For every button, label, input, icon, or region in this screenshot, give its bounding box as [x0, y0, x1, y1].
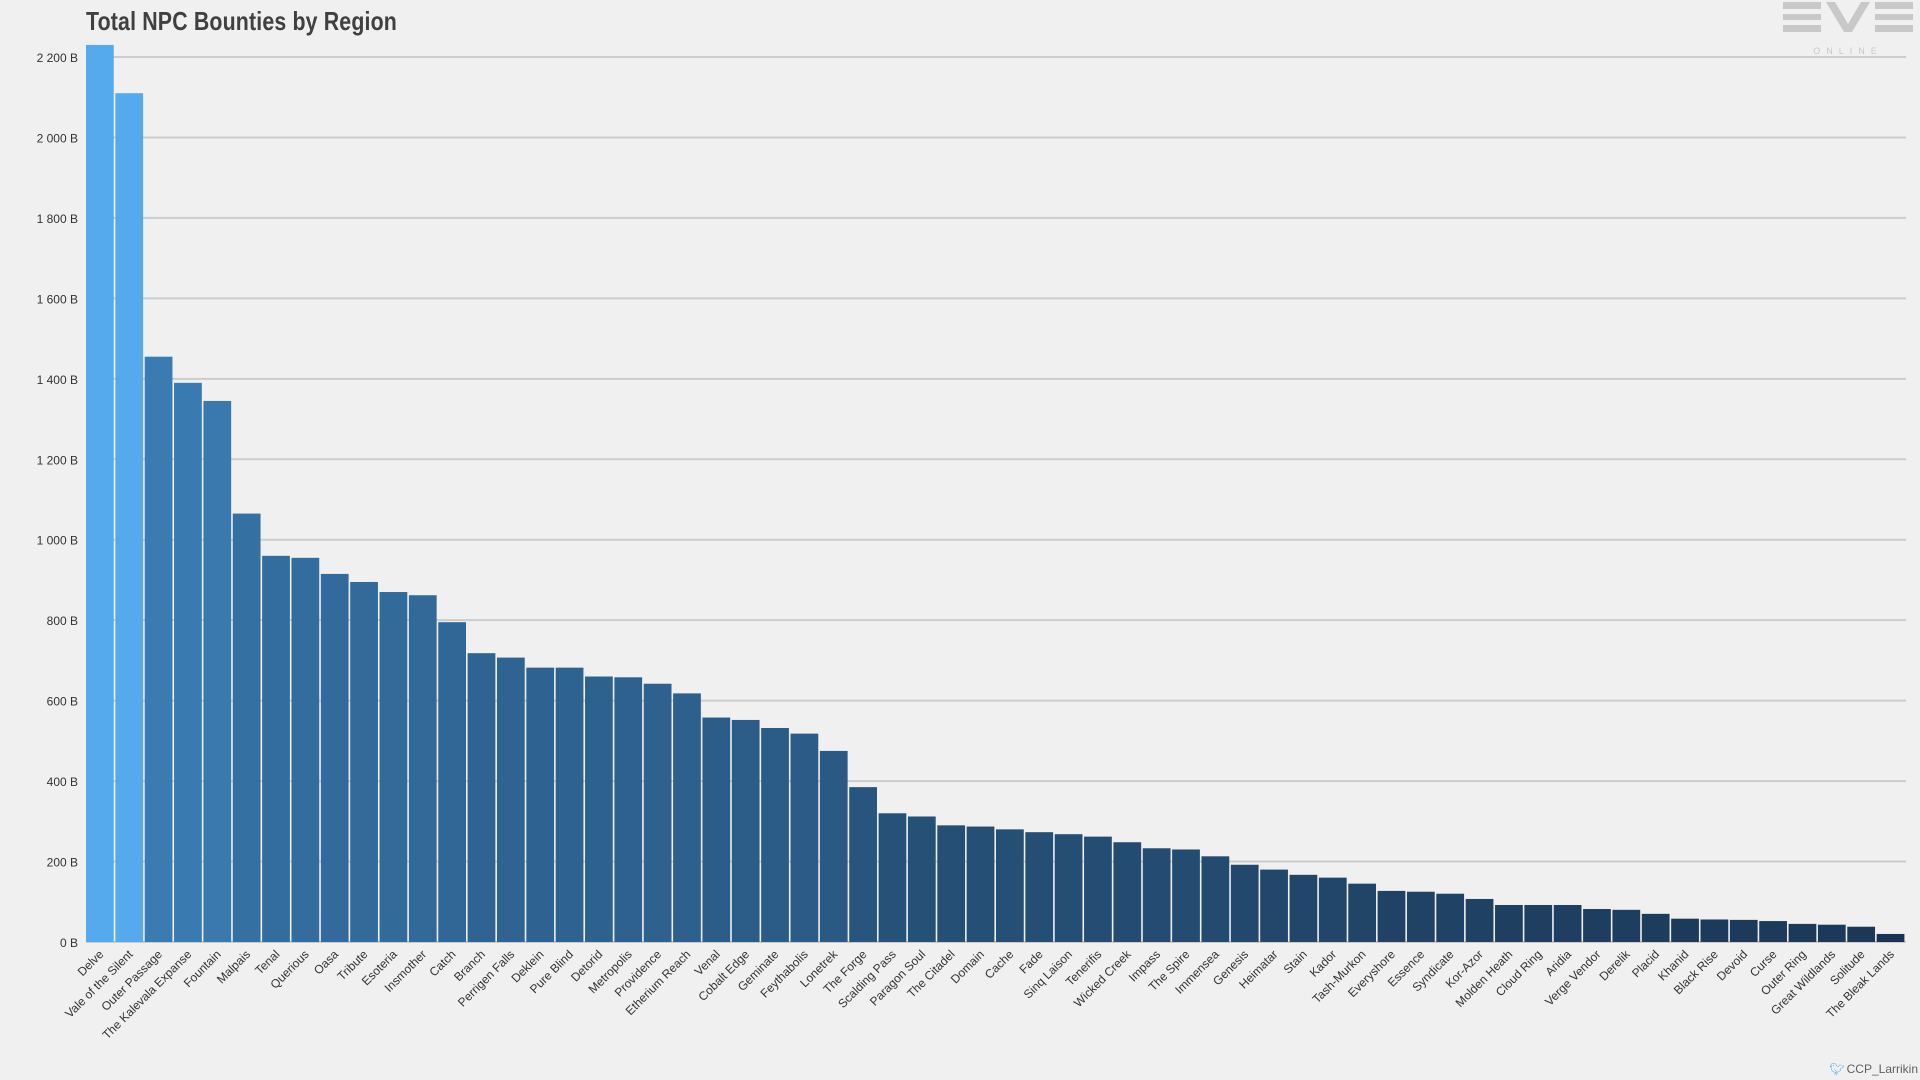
bar-geminate — [761, 727, 789, 942]
bar-verge-vendor — [1583, 909, 1611, 942]
bar-everyshore — [1377, 890, 1406, 942]
x-tick-label: Malpais — [214, 947, 253, 986]
x-tick-label: Stain — [1281, 947, 1310, 976]
bar-impass — [1142, 848, 1171, 942]
x-tick-label: Devoid — [1714, 947, 1750, 983]
bar-essence — [1406, 891, 1435, 942]
bar-fountain — [203, 400, 232, 942]
x-tick-label: Cache — [982, 947, 1017, 982]
bar-vale-of-the-silent — [115, 93, 144, 943]
logo-subtext: ONLINE — [1813, 46, 1883, 56]
y-tick-label: 1 200 B — [37, 453, 78, 467]
bar-syndicate — [1436, 893, 1465, 942]
bar-detorid — [585, 676, 613, 942]
y-tick-label: 400 B — [47, 775, 78, 789]
bar-solitude — [1847, 926, 1876, 942]
bar-esoteria — [379, 592, 408, 942]
bar-oasa — [320, 573, 349, 942]
bar-perrigen-falls — [496, 657, 525, 942]
y-tick-label: 1 800 B — [37, 212, 78, 226]
bar-the-kalevala-expanse — [174, 382, 202, 942]
twitter-bird-icon: 🐦︎ — [1829, 1062, 1845, 1076]
bar-etherium-reach — [673, 693, 701, 942]
y-tick-label: 0 B — [60, 936, 78, 950]
y-tick-label: 1 400 B — [37, 373, 78, 387]
y-tick-label: 2 000 B — [37, 131, 78, 145]
bar-malpais — [232, 513, 261, 942]
bar-branch — [467, 653, 496, 942]
x-tick-label: Derelik — [1596, 947, 1633, 984]
bar-sinq-laison — [1054, 834, 1083, 942]
bar-kor-azor — [1465, 898, 1494, 942]
bar-tribute — [350, 581, 378, 942]
bar-the-spire — [1172, 849, 1200, 942]
bar-great-wildlands — [1817, 924, 1846, 942]
bars — [86, 44, 1905, 943]
bar-cache — [996, 829, 1024, 942]
y-tick-label: 800 B — [47, 614, 78, 628]
bar-fade — [1025, 832, 1054, 942]
bar-cloud-ring — [1524, 904, 1553, 942]
bar-the-bleak-lands — [1876, 933, 1905, 942]
bar-black-rise — [1700, 919, 1729, 942]
eve-online-logo: ONLINE — [1780, 0, 1920, 65]
bar-stain — [1289, 874, 1318, 942]
bar-scalding-pass — [878, 813, 907, 942]
bar-outer-ring — [1788, 923, 1817, 942]
y-tick-label: 1 000 B — [37, 534, 78, 548]
bar-tash-murkon — [1348, 883, 1377, 942]
chart-title: Total NPC Bounties by Region — [86, 6, 397, 36]
bar-deklein — [526, 667, 555, 942]
bar-providence — [643, 683, 672, 942]
bar-querious — [291, 557, 320, 942]
y-tick-label: 600 B — [47, 695, 78, 709]
bar-devoid — [1729, 919, 1758, 942]
bar-heimatar — [1260, 869, 1288, 942]
bar-the-citadel — [937, 825, 966, 942]
bar-outer-passage — [144, 356, 173, 942]
bar-the-forge — [849, 787, 877, 942]
bar-aridia — [1553, 904, 1582, 942]
bar-immensea — [1201, 856, 1230, 942]
bar-feythabolis — [790, 733, 819, 942]
bar-catch — [438, 622, 467, 942]
bar-derelik — [1612, 909, 1641, 942]
bar-khanid — [1671, 918, 1699, 942]
bar-metropolis — [614, 677, 643, 942]
y-tick-label: 200 B — [47, 856, 78, 870]
bar-kador — [1318, 877, 1347, 942]
bar-tenal — [262, 555, 290, 942]
bar-paragon-soul — [907, 816, 936, 942]
bar-molden-heath — [1495, 904, 1523, 942]
eve-logo-icon: ONLINE — [1783, 2, 1913, 56]
bar-lonetrek — [819, 750, 848, 942]
bar-tenerifis — [1084, 836, 1112, 942]
bar-curse — [1759, 921, 1787, 942]
x-tick-label: Domain — [948, 947, 987, 986]
bar-domain — [966, 826, 995, 942]
bar-venal — [702, 717, 731, 942]
credit: 🐦︎ CCP_Larrikin — [1829, 1062, 1918, 1076]
credit-text: CCP_Larrikin — [1846, 1062, 1918, 1076]
y-tick-label: 2 200 B — [37, 51, 78, 65]
bar-wicked-creek — [1113, 842, 1142, 942]
bar-genesis — [1230, 864, 1259, 942]
bar-placid — [1641, 913, 1670, 942]
bar-cobalt-edge — [731, 719, 760, 942]
y-tick-label: 1 600 B — [37, 292, 78, 306]
y-axis-ticks: 0 B 200 B 400 B 600 B 800 B 1 000 B 1 200 B 1 4… — [37, 51, 78, 950]
bar-insmother — [408, 595, 437, 942]
bar-delve — [86, 44, 114, 942]
bar-pure-blind — [555, 667, 584, 942]
